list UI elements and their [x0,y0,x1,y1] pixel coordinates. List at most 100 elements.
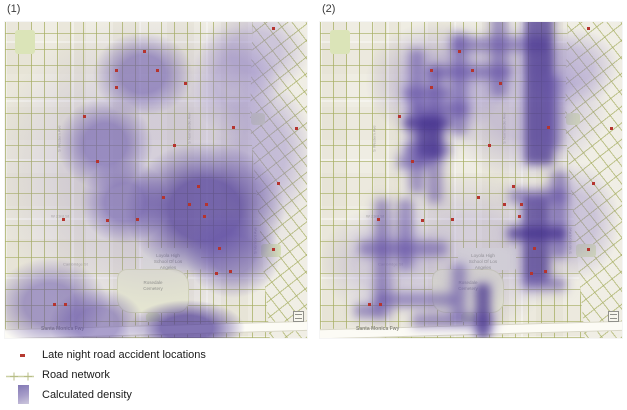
accident-point [53,303,56,306]
accident-point [156,69,159,72]
accident-point [215,272,218,275]
accident-point [518,215,521,218]
accident-point [136,218,139,221]
density-strip [508,227,566,240]
accident-point [592,182,595,185]
legend-label-accidents: Late night road accident locations [42,349,206,361]
accident-point [499,82,502,85]
diagonal-road-grid [564,22,622,338]
street-label: W 23rd St [51,214,69,219]
density-strip [476,284,490,338]
kernel-density-layer [5,22,307,338]
accident-point [377,218,380,221]
panel-1-label: (1) [7,3,21,15]
accident-point [477,196,480,199]
park-polygon [566,113,580,125]
legend: Late night road accident locations Road … [0,345,330,407]
legend-item-road-network: Road network [0,369,330,385]
accident-point [64,303,67,306]
accident-point [430,86,433,89]
accident-point [547,126,550,129]
accident-point-symbol [20,354,25,357]
accident-point [277,182,280,185]
density-strip [453,265,465,319]
accident-point [587,27,590,30]
accident-point [379,303,382,306]
accident-point [587,248,590,251]
legend-label-road-network: Road network [42,369,110,381]
panel-2-label: (2) [322,3,336,15]
density-strip [376,294,456,306]
map-attribution-icon [608,311,619,322]
accident-point [229,270,232,273]
accident-point [503,203,506,206]
density-strip [360,242,446,255]
accident-point [520,203,523,206]
accident-point [106,219,109,222]
accident-point [83,115,86,118]
school-label: Loyola High School Of Los Angeles [452,253,515,271]
accident-point [184,82,187,85]
street-label: W 23rd St [366,214,384,219]
density-gradient-symbol [18,385,29,404]
accident-point [272,248,275,251]
accident-points-layer [5,22,307,338]
accident-point [530,272,533,275]
accident-point [232,126,235,129]
cemetery-label: Rosedale Cemetery [122,280,185,292]
accident-point [610,127,613,130]
accident-point [115,69,118,72]
network-density-layer [320,22,622,338]
density-blob [200,22,307,97]
accident-point [295,127,298,130]
park-polygon [576,244,596,257]
density-strip [547,77,560,149]
accident-point [96,160,99,163]
accident-point [188,203,191,206]
density-strip [398,156,430,168]
school-block [458,248,516,270]
accident-point [488,144,491,147]
accident-point [458,50,461,53]
road-network-symbol [6,372,34,381]
accident-point [203,215,206,218]
density-blob [185,210,281,298]
density-blob [190,27,280,137]
accident-point [173,144,176,147]
accident-point [451,218,454,221]
accident-point [411,160,414,163]
density-strip [404,88,450,99]
accident-point [544,270,547,273]
accident-point [368,303,371,306]
density-strip [418,114,442,160]
accident-point [421,219,424,222]
accident-point [62,218,65,221]
density-strip [376,200,389,318]
density-strip [413,103,468,116]
accident-point [197,185,200,188]
accident-point [430,69,433,72]
park-polygon [15,30,35,54]
density-strip [355,305,379,317]
density-strip [428,66,510,78]
park-polygon [251,113,265,125]
accident-point [143,50,146,53]
density-strip [510,190,566,202]
park-polygon [330,30,350,54]
legend-label-density: Calculated density [42,389,132,401]
accident-point [115,86,118,89]
legend-item-density: Calculated density [0,385,330,405]
cemetery-label: Rosedale Cemetery [437,280,500,292]
accident-point [162,196,165,199]
density-strip [413,315,493,326]
accident-point [533,247,536,250]
density-blob [129,300,245,338]
density-strip [523,278,565,290]
legend-item-accidents: Late night road accident locations [0,349,330,365]
accident-point [272,27,275,30]
accident-point [205,203,208,206]
